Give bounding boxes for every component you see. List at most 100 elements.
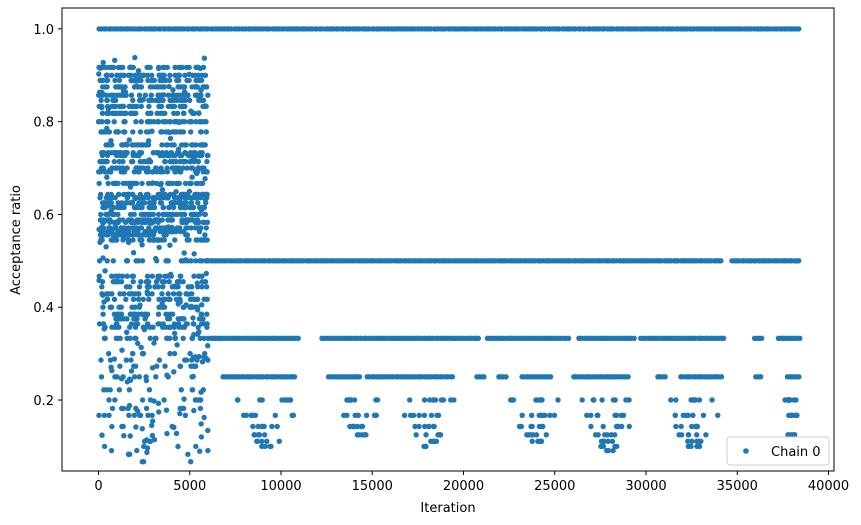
data-point xyxy=(101,443,108,450)
data-point xyxy=(181,142,187,148)
data-point xyxy=(434,412,440,418)
data-point xyxy=(179,84,185,90)
data-point xyxy=(198,129,204,135)
data-point xyxy=(146,103,152,110)
data-point xyxy=(118,316,124,322)
data-point xyxy=(138,84,145,90)
data-point xyxy=(351,397,358,403)
data-point xyxy=(130,129,136,135)
data-point xyxy=(123,284,130,290)
data-point xyxy=(195,200,201,206)
x-tick-label: 5000 xyxy=(173,479,206,494)
data-point xyxy=(128,72,134,79)
data-point xyxy=(121,433,127,439)
data-point xyxy=(176,119,182,126)
data-point xyxy=(145,119,152,125)
data-point xyxy=(105,350,112,357)
data-point xyxy=(149,128,155,134)
data-point xyxy=(158,237,165,243)
data-point xyxy=(203,225,209,231)
data-point xyxy=(130,237,136,243)
data-point xyxy=(120,158,126,165)
data-point xyxy=(276,438,282,444)
data-point xyxy=(145,138,152,144)
data-point xyxy=(193,180,199,187)
data-point xyxy=(132,324,139,330)
data-point xyxy=(117,110,123,117)
data-point xyxy=(133,110,139,117)
data-point xyxy=(177,410,183,417)
data-point xyxy=(178,129,185,135)
data-point xyxy=(166,83,172,90)
data-point xyxy=(182,97,188,104)
data-point xyxy=(785,432,791,438)
data-point xyxy=(113,316,119,322)
data-point xyxy=(100,304,106,310)
data-point xyxy=(193,258,199,264)
data-point xyxy=(680,412,686,418)
data-point xyxy=(105,232,111,238)
data-point xyxy=(124,258,131,264)
data-point xyxy=(142,92,148,98)
data-point xyxy=(785,397,791,403)
data-point xyxy=(102,158,109,165)
data-point xyxy=(157,77,163,84)
data-point xyxy=(140,459,147,465)
data-point xyxy=(605,447,612,454)
data-point xyxy=(149,169,155,175)
data-point xyxy=(171,158,177,165)
data-point xyxy=(167,335,173,341)
data-point xyxy=(183,257,189,263)
data-point xyxy=(126,402,133,409)
data-point xyxy=(159,217,165,223)
data-point xyxy=(171,110,177,117)
data-point xyxy=(96,71,102,77)
x-axis: 0 5000 10000 15000 20000 25000 30000 35000 40000 xyxy=(94,471,849,494)
data-point xyxy=(100,255,106,261)
data-point xyxy=(359,423,366,430)
data-point xyxy=(107,167,113,173)
data-point xyxy=(350,423,356,430)
data-point xyxy=(519,412,525,418)
data-point xyxy=(138,279,144,285)
data-point xyxy=(186,237,192,243)
data-point xyxy=(159,187,166,193)
data-point xyxy=(193,363,199,369)
data-point xyxy=(182,180,189,187)
data-point xyxy=(177,228,183,235)
data-point xyxy=(121,235,127,242)
data-point xyxy=(157,182,164,188)
data-point xyxy=(797,335,803,341)
data-point xyxy=(194,307,201,313)
data-point xyxy=(171,103,178,110)
data-point xyxy=(793,397,799,403)
data-point xyxy=(178,273,184,279)
data-point xyxy=(547,412,553,418)
data-point xyxy=(109,324,115,330)
data-point xyxy=(601,438,607,444)
data-point xyxy=(164,430,170,437)
data-point xyxy=(101,335,108,341)
data-point xyxy=(119,200,125,206)
data-point xyxy=(295,335,301,341)
data-point xyxy=(139,180,145,187)
data-point xyxy=(117,152,123,159)
data-point xyxy=(259,397,265,403)
data-point xyxy=(157,228,163,235)
data-point xyxy=(108,138,114,144)
y-tick-label: 0.6 xyxy=(33,208,54,223)
data-point xyxy=(188,129,194,135)
data-point xyxy=(196,95,202,101)
data-point xyxy=(179,103,185,110)
data-point xyxy=(150,418,156,424)
data-point xyxy=(137,129,144,135)
data-point xyxy=(127,335,133,341)
data-point xyxy=(165,195,171,201)
data-point xyxy=(203,270,209,277)
data-point xyxy=(161,397,167,403)
data-point xyxy=(111,211,118,218)
data-point xyxy=(160,204,167,211)
data-point xyxy=(110,180,117,187)
legend: Chain 0 xyxy=(726,436,830,466)
data-point xyxy=(140,96,146,103)
